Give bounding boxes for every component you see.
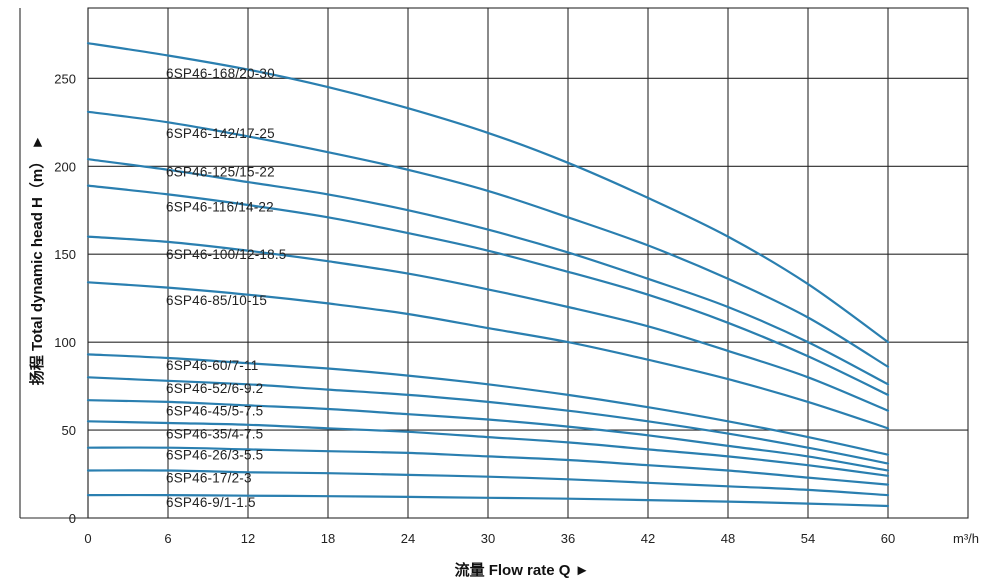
x-tick-label: 30 [481,531,495,546]
series-line-6sp46-168-20-30 [86,42,890,344]
series-line-6sp46-9-1-1-5 [86,493,890,508]
series-line-6sp46-100-12-18-5 [86,235,890,412]
x-tick-label: 42 [641,531,655,546]
x-tick-label: 6 [164,531,171,546]
curve-label-6sp46-116-14-22: 6SP46-116/14-22 [166,200,274,215]
curve-label-6sp46-35-4-7-5: 6SP46-35/4-7.5 [166,427,263,442]
y-tick-label: 100 [54,335,76,350]
x-tick-label: 54 [801,531,815,546]
curve-label-6sp46-52-6-9-2: 6SP46-52/6-9.2 [166,381,263,396]
curve-label-6sp46-142-17-25: 6SP46-142/17-25 [166,126,275,141]
curve-label-6sp46-60-7-11: 6SP46-60/7-11 [166,358,258,373]
x-tick-label: 60 [881,531,895,546]
curve-label-6sp46-9-1-1-5: 6SP46-9/1-1.5 [166,495,256,510]
series-line-6sp46-85-10-15 [86,281,890,430]
series-line-6sp46-60-7-11 [86,353,890,456]
series-line-6sp46-125-15-22 [86,158,890,386]
y-axis-title: 扬程 Total dynamic head H（m） ► [28,135,46,385]
series-line-6sp46-26-3-5-5 [86,446,890,486]
x-axis-unit: m³/h [953,531,979,546]
x-tick-label: 36 [561,531,575,546]
tick-labels: 0 6 12 18 24 30 36 42 48 54 60 0 50 100 150 200 250 [54,71,895,546]
curve-label-6sp46-100-12-18-5: 6SP46-100/12-18.5 [166,247,287,262]
x-tick-label: 24 [401,531,415,546]
series-line-6sp46-35-4-7-5 [86,420,890,477]
y-tick-label: 50 [62,423,76,438]
curve-label-6sp46-168-20-30: 6SP46-168/20-30 [166,66,275,81]
y-tick-label: 150 [54,247,76,262]
curves [86,42,890,508]
series-line-6sp46-45-5-7-5 [86,399,890,472]
curve-label-6sp46-17-2-3: 6SP46-17/2-3 [166,471,252,486]
curve-label-6sp46-125-15-22: 6SP46-125/15-22 [166,165,275,180]
x-tick-label: 18 [321,531,335,546]
series-line-6sp46-142-17-25 [86,110,890,368]
y-tick-label: 200 [54,159,76,174]
curve-label-6sp46-45-5-7-5: 6SP46-45/5-7.5 [166,404,263,419]
curve-label-6sp46-85-10-15: 6SP46-85/10-15 [166,293,267,308]
curve-label-6sp46-26-3-5-5: 6SP46-26/3-5.5 [166,448,263,463]
y-tick-label: 250 [54,71,76,86]
series-line-6sp46-116-14-22 [86,184,890,396]
x-tick-label: 48 [721,531,735,546]
x-tick-label: 0 [84,531,91,546]
x-axis-title: 流量 Flow rate Q ► [455,561,590,579]
x-tick-label: 12 [241,531,255,546]
series-line-6sp46-17-2-3 [86,469,890,497]
y-tick-label: 0 [69,511,76,526]
curve-labels: 6SP46-168/20-30 6SP46-142/17-25 6SP46-125/… [166,66,287,510]
series-line-6sp46-52-6-9-2 [86,376,890,465]
